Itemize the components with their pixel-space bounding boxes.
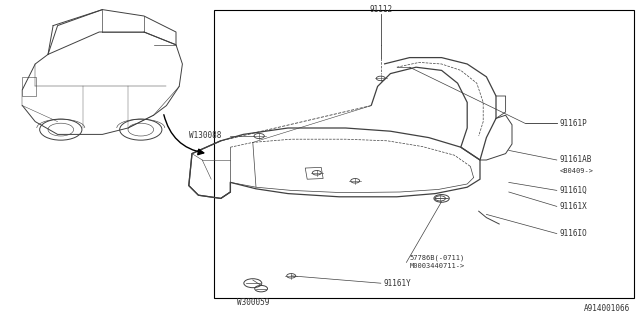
Text: W130088: W130088 xyxy=(189,132,221,140)
Bar xyxy=(22,77,36,96)
Text: 91161Y: 91161Y xyxy=(384,279,412,288)
Text: M0003440711->: M0003440711-> xyxy=(410,263,465,268)
Text: 91161Q: 91161Q xyxy=(560,186,588,195)
Text: 91161P: 91161P xyxy=(560,119,588,128)
Text: A914001066: A914001066 xyxy=(584,304,630,313)
Text: <B0409->: <B0409-> xyxy=(560,168,594,174)
Text: 91112: 91112 xyxy=(369,5,392,14)
Text: 57786B(-0711): 57786B(-0711) xyxy=(410,254,465,261)
Bar xyxy=(214,10,634,298)
Bar xyxy=(305,167,323,179)
Text: 91161AB: 91161AB xyxy=(560,156,593,164)
Text: 9116IO: 9116IO xyxy=(560,229,588,238)
Text: W300059: W300059 xyxy=(237,298,269,307)
Text: 91161X: 91161X xyxy=(560,202,588,211)
